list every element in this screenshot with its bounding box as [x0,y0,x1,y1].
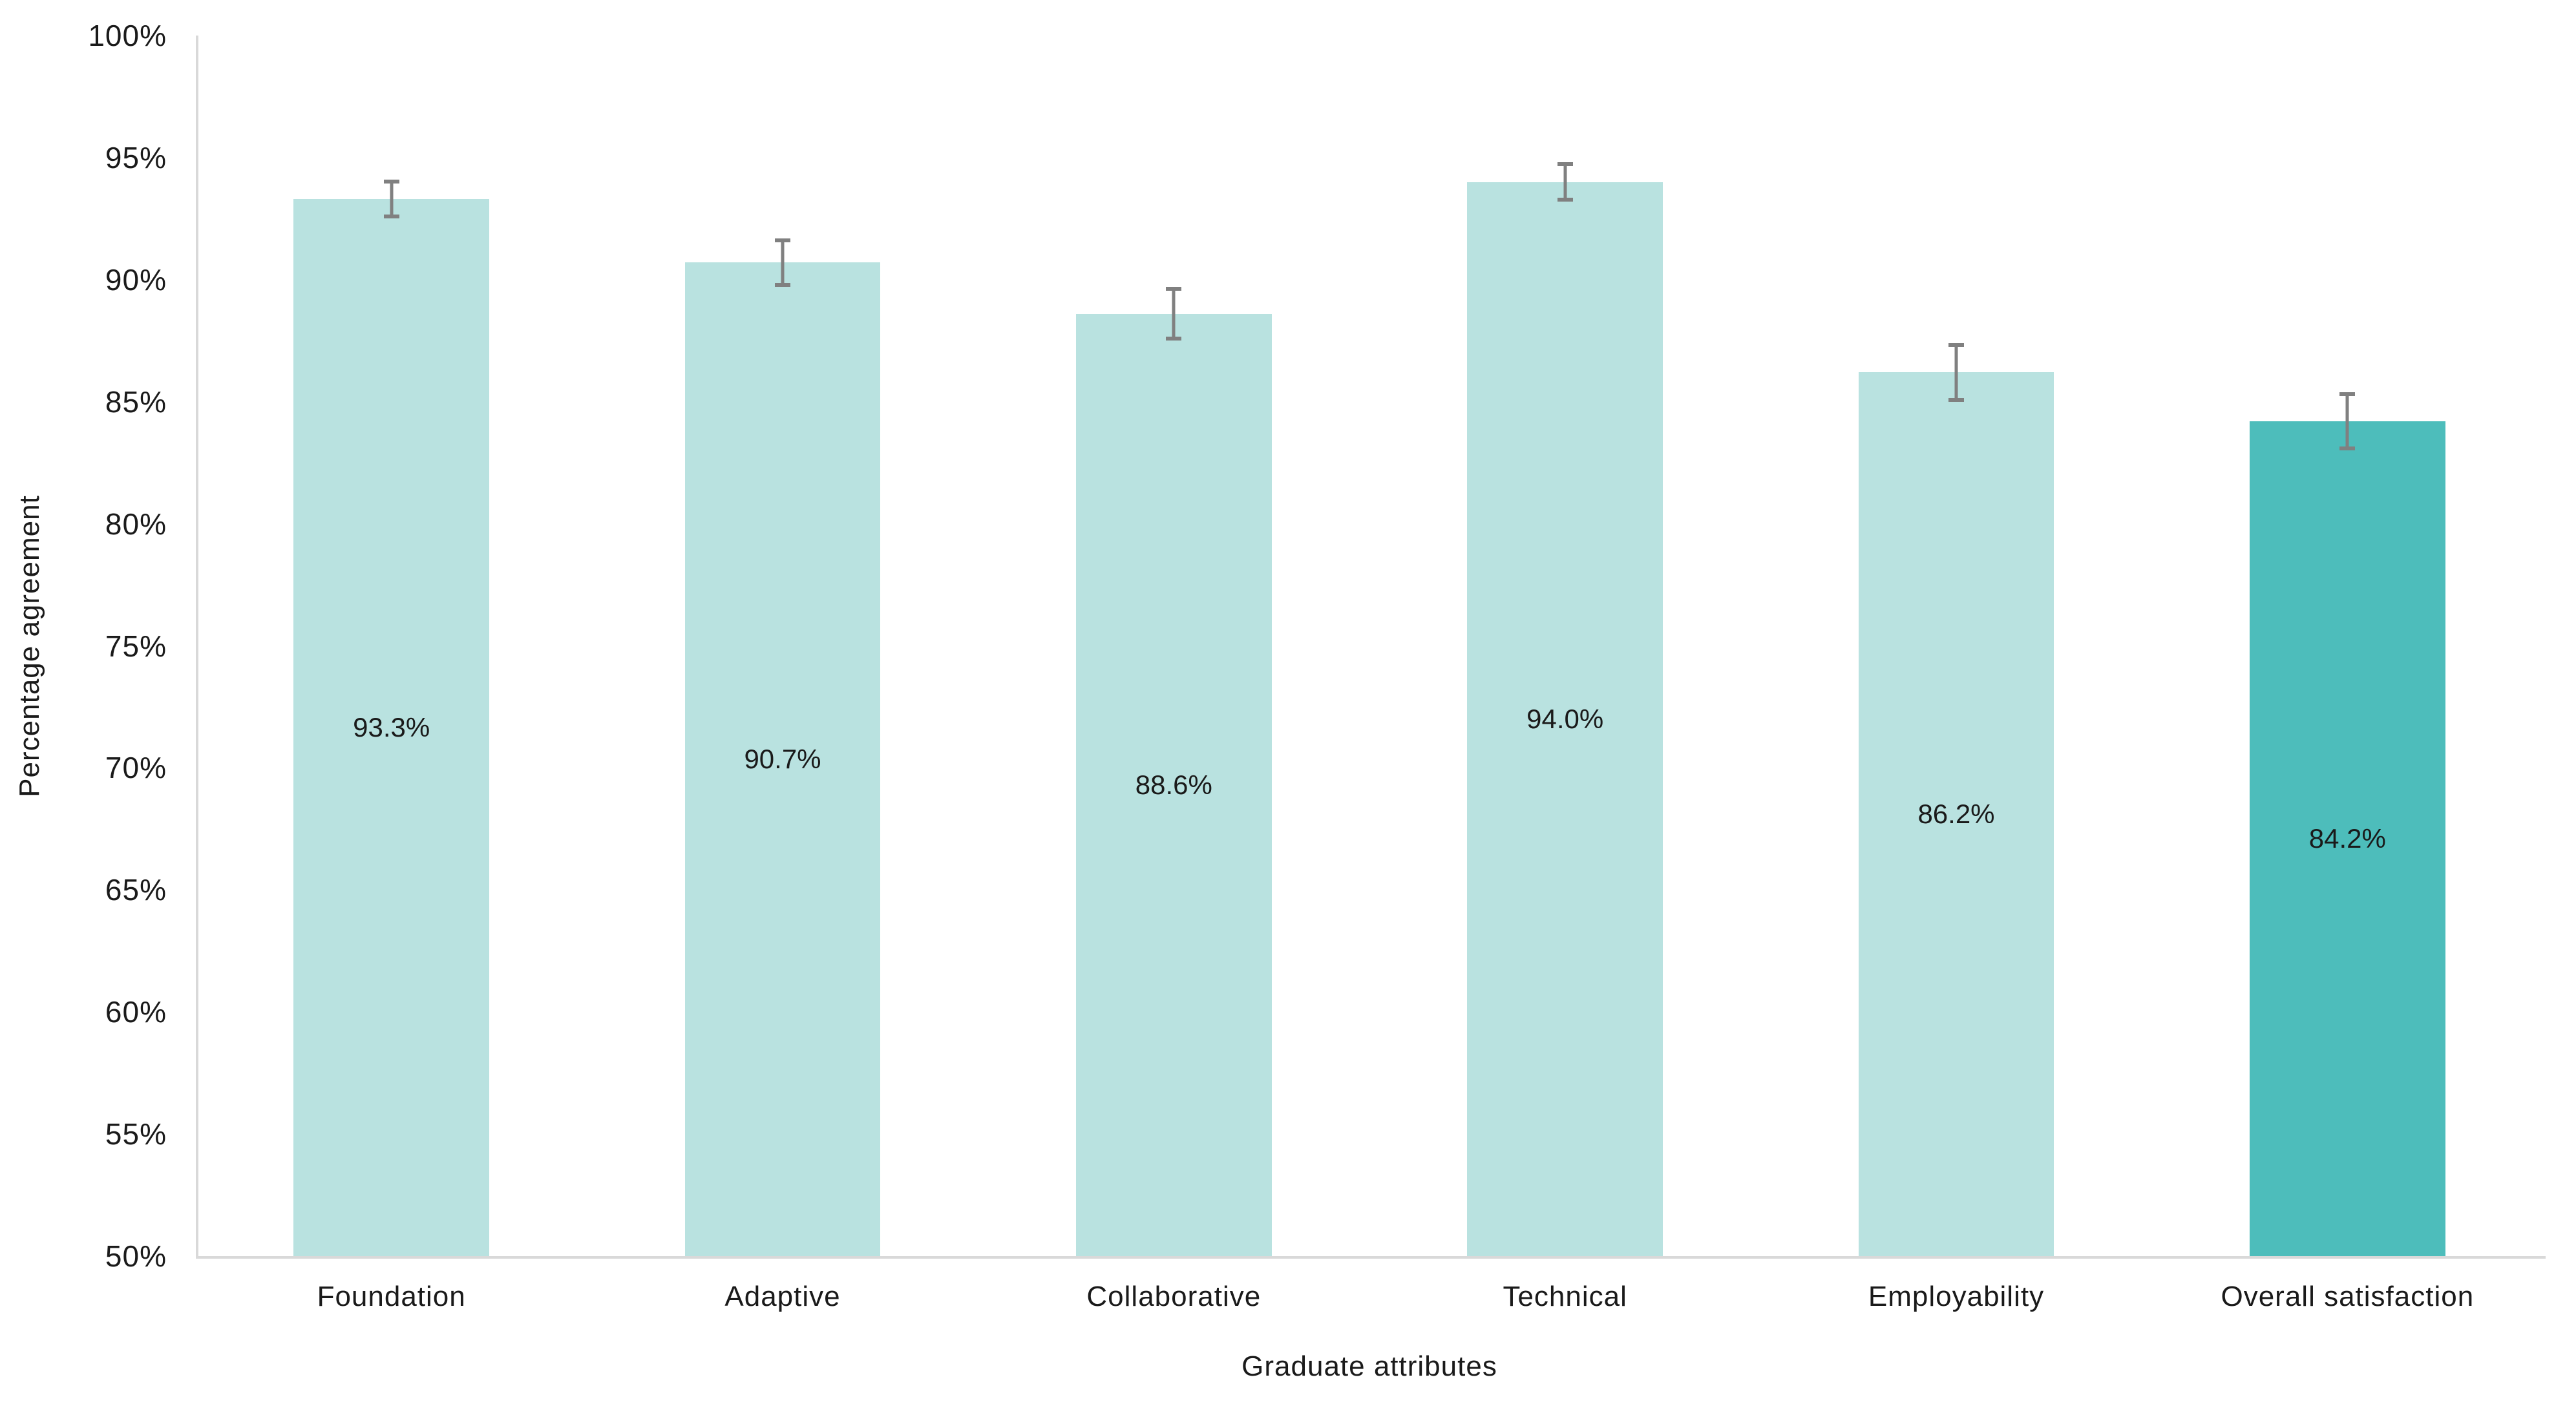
bar-adaptive: 90.7% [684,262,881,1256]
bar-value-label: 88.6% [1135,769,1212,800]
bar-collaborative: 88.6% [1076,313,1272,1256]
error-bar [383,179,401,219]
error-bar-cap-bottom [1166,337,1182,341]
bar-foundation: 93.3% [293,199,489,1256]
y-tick-label: 70% [105,751,167,785]
x-tick-label: Foundation [317,1281,466,1312]
y-tick-label: 95% [105,140,167,174]
error-bar-stem [1563,162,1567,202]
error-bar [774,238,792,288]
y-tick-label: 85% [105,384,167,419]
error-bar-cap-bottom [775,283,790,288]
error-bar [2338,392,2356,451]
y-tick-label: 80% [105,507,167,541]
y-tick-label: 90% [105,262,167,297]
bar-value-label: 90.7% [744,744,821,775]
error-bar-cap-bottom [1948,397,1964,402]
y-tick-label: 65% [105,873,167,907]
x-tick-label: Technical [1503,1281,1627,1312]
x-axis-line [196,1256,2546,1259]
bar-employability: 86.2% [1858,372,2054,1256]
bar-overall-satisfaction: 84.2% [2250,421,2445,1256]
x-tick-label: Employability [1868,1281,2045,1312]
bar-value-label: 86.2% [1917,799,1995,830]
y-tick-label: 55% [105,1117,167,1151]
y-tick-label: 75% [105,629,167,663]
x-tick-label: Overall satisfaction [2221,1281,2475,1312]
error-bar [1556,162,1574,202]
error-bar-cap-bottom [2339,446,2356,451]
error-bar-cap-bottom [1557,197,1573,202]
error-bar-stem [2345,392,2349,451]
error-bar-stem [781,238,785,288]
x-axis-title: Graduate attributes [1241,1350,1497,1382]
error-bar-stem [390,179,394,219]
bar-value-label: 84.2% [2308,823,2386,854]
error-bar-cap-bottom [383,215,399,219]
x-tick-label: Adaptive [724,1281,841,1312]
error-bar [1165,287,1183,341]
y-tick-label: 50% [105,1239,167,1273]
bar-value-label: 94.0% [1526,703,1604,734]
error-bar-stem [1172,287,1176,341]
x-tick-label: Collaborative [1086,1281,1262,1312]
y-tick-label: 100% [88,19,167,52]
bar-technical: 94.0% [1467,182,1663,1256]
bar-value-label: 93.3% [353,712,430,743]
error-bar-stem [1954,343,1958,402]
y-axis-line [196,36,198,1259]
error-bar [1947,343,1965,402]
y-tick-label: 60% [105,995,167,1029]
